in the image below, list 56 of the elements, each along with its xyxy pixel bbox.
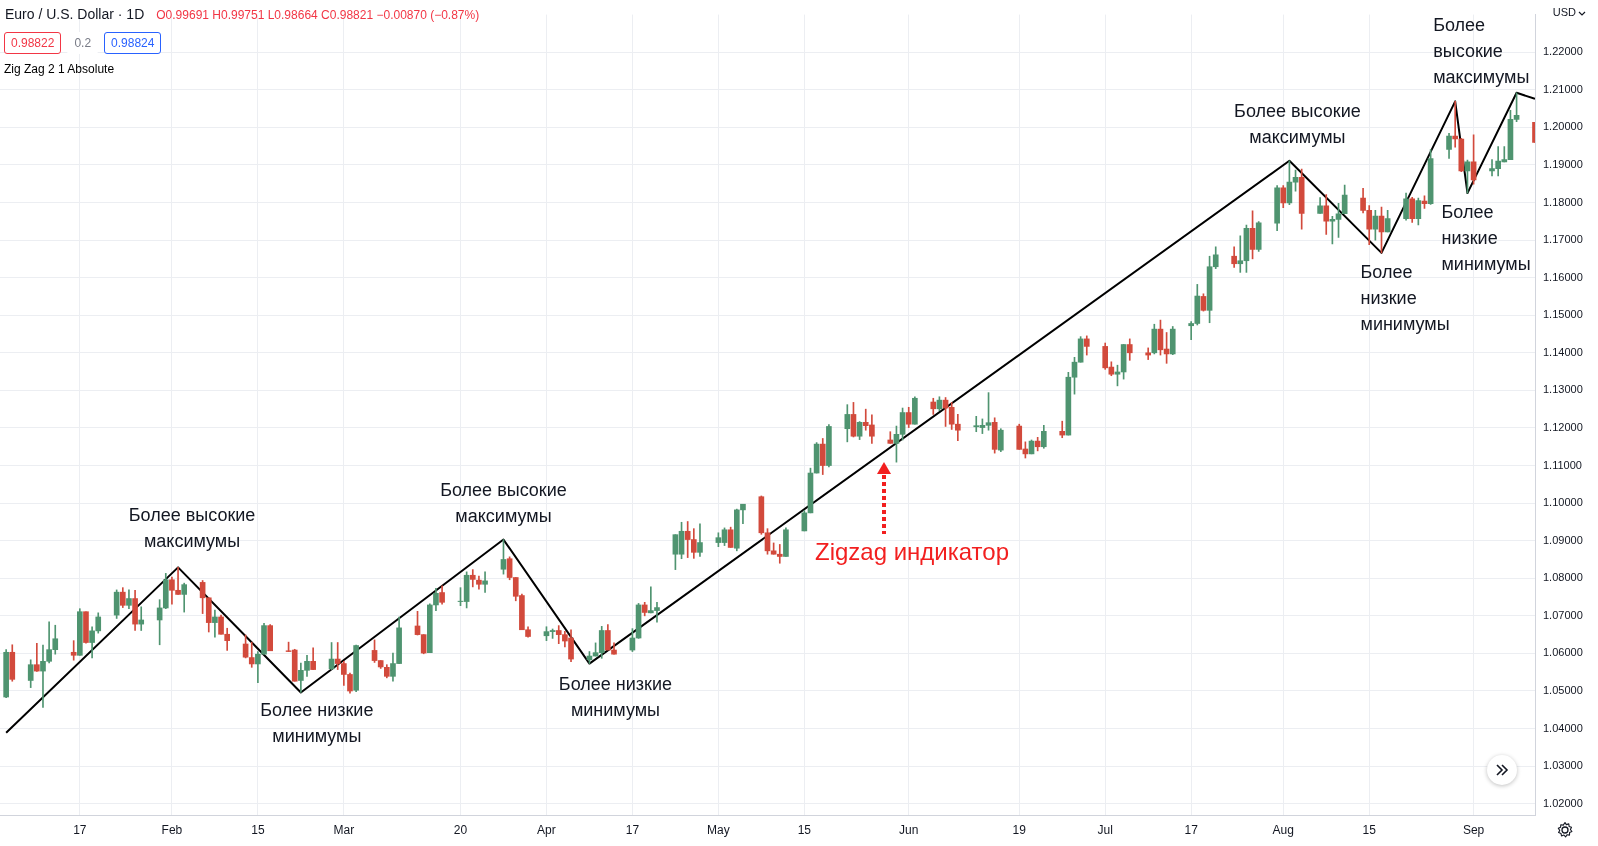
annotation: Более низкие минимумы <box>1441 202 1531 275</box>
y-tick-label: 1.10000 <box>1543 496 1583 509</box>
annotation: Более низкие минимумы <box>558 673 673 720</box>
y-tick-label: 1.04000 <box>1543 721 1583 734</box>
x-tick-label: Jul <box>1097 822 1113 837</box>
x-tick-label: 17 <box>625 822 640 837</box>
chart-title: Euro / U.S. Dollar · 1D <box>5 6 145 22</box>
y-tick-label: 1.22000 <box>1543 45 1583 58</box>
x-tick-label: 19 <box>1012 822 1027 837</box>
x-tick-label: Mar <box>333 822 355 837</box>
text: Zig Zag 2 1 Absolute <box>4 62 115 76</box>
y-tick-label: 1.21000 <box>1543 82 1583 95</box>
y-tick-label: 1.17000 <box>1543 233 1583 246</box>
y-tick-label: 1.18000 <box>1543 195 1583 208</box>
x-tick-label: Sep <box>1462 822 1485 837</box>
x-tick-label: May <box>707 822 730 837</box>
candlestick <box>1145 347 1152 360</box>
annotation: Более высокие максимумы <box>1234 100 1361 147</box>
annotation: 0.98824 <box>104 32 162 54</box>
y-tick-label: 1.05000 <box>1543 684 1583 697</box>
y-tick-label: 1.19000 <box>1543 157 1583 170</box>
candlestick <box>482 571 488 593</box>
candlestick <box>887 431 894 444</box>
y-tick-label: 1.11000 <box>1543 458 1582 471</box>
x-tick-label: 15 <box>251 822 265 837</box>
candlestick <box>1059 420 1066 439</box>
y-axis-title: USD <box>1552 6 1576 18</box>
x-tick-label: Aug <box>1272 822 1294 837</box>
y-tick-label: 1.07000 <box>1543 608 1583 621</box>
y-tick-label: 1.16000 <box>1543 270 1583 283</box>
annotation: Более высокие максимумы <box>1433 15 1530 88</box>
y-tick-label: 1.02000 <box>1543 796 1583 809</box>
y-tick-label: 1.08000 <box>1543 571 1583 584</box>
annotation: 0.2 <box>67 32 99 54</box>
x-tick-label: 17 <box>73 822 87 837</box>
y-tick-label: 1.20000 <box>1543 120 1583 133</box>
annotation: 0.98822 <box>4 32 62 54</box>
x-tick-label: Jun <box>899 822 919 837</box>
y-tick-label: 1.13000 <box>1543 383 1583 396</box>
y-tick-label: 1.15000 <box>1543 308 1583 321</box>
annotation: Более высокие максимумы <box>440 479 567 526</box>
y-tick-label: 1.09000 <box>1543 533 1583 546</box>
y-tick-label: 1.12000 <box>1543 420 1583 433</box>
y-tick-label: 1.03000 <box>1543 759 1583 772</box>
x-tick-label: Apr <box>537 822 556 837</box>
annotation: Более высокие максимумы <box>128 505 256 552</box>
annotation: Zigzag индикатор <box>815 538 1010 566</box>
x-tick-label: 15 <box>797 822 812 837</box>
y-tick-label: 1.06000 <box>1543 646 1583 659</box>
annotation: Более низкие минимумы <box>260 700 374 747</box>
y-tick-label: 1.14000 <box>1543 345 1583 358</box>
x-tick-label: 15 <box>1362 822 1377 837</box>
x-tick-label: 17 <box>1184 822 1199 837</box>
x-tick-label: 20 <box>453 822 468 837</box>
x-tick-label: Feb <box>161 822 183 837</box>
chart-subtitle: O0.99691 H0.99751 L0.98664 C0.98821 −0.00870 (−0.87%) <box>156 8 480 22</box>
